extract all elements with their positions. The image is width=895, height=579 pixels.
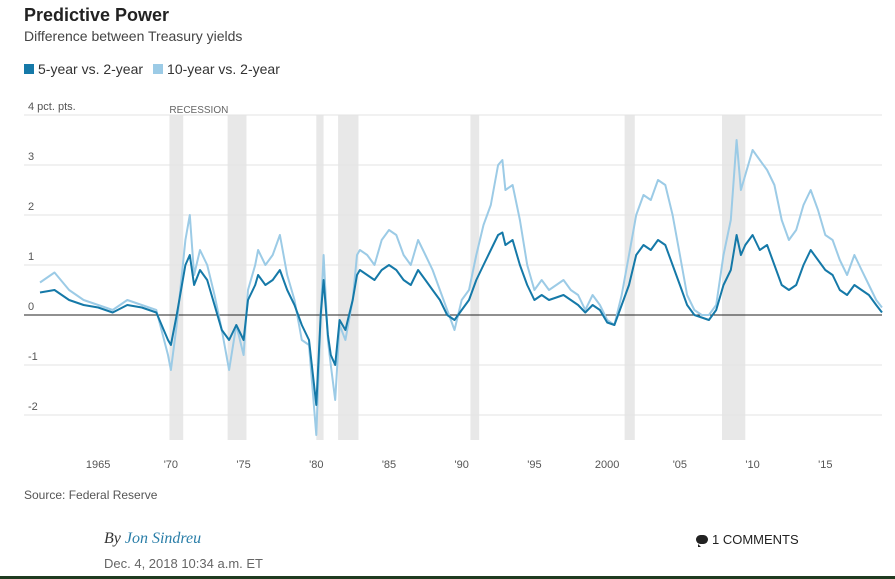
author-link[interactable]: Jon Sindreu	[124, 530, 202, 547]
axis-labels: RECESSION 4 pct. pts. 3 2 1 0 -1 -2 1965 '70 '75 '8…	[28, 101, 832, 471]
y-tick-label: -2	[28, 401, 38, 413]
legend-swatch-10yr	[153, 64, 164, 74]
y-tick-label: 1	[28, 251, 34, 263]
recession-band	[316, 115, 324, 440]
legend-label-10yr: 10-year vs. 2-year	[167, 61, 280, 77]
recession-bands	[169, 115, 746, 440]
recession-band	[624, 115, 635, 440]
y-tick-label: 4 pct. pts.	[28, 101, 76, 113]
chart-subtitle: Difference between Treasury yields	[24, 28, 243, 44]
x-tick-label: '85	[382, 459, 396, 471]
y-tick-label: -1	[28, 351, 38, 363]
x-tick-label: '15	[818, 459, 832, 471]
series-lines	[39, 139, 883, 436]
x-tick-label: '75	[236, 459, 250, 471]
byline-prefix: By	[104, 530, 121, 547]
recession-band	[338, 115, 359, 440]
y-tick-label: 2	[28, 201, 34, 213]
x-tick-label: 2000	[595, 459, 619, 471]
legend-label-5yr: 5-year vs. 2-year	[38, 61, 144, 77]
x-tick-label: 1965	[86, 459, 110, 471]
chart-title: Predictive Power	[24, 5, 170, 25]
y-tick-label: 3	[28, 151, 34, 163]
yield-spread-chart: RECESSION 4 pct. pts. 3 2 1 0 -1 -2 1965 '70 '75 '8…	[24, 101, 883, 471]
series-line-10yr	[39, 139, 883, 436]
recession-band	[227, 115, 247, 440]
chart-legend: 5-year vs. 2-year 10-year vs. 2-year	[24, 61, 280, 77]
legend-item-5yr: 5-year vs. 2-year	[24, 61, 143, 77]
x-tick-label: '80	[309, 459, 323, 471]
comment-bubble-icon	[696, 535, 708, 547]
x-tick-label: '95	[527, 459, 541, 471]
legend-swatch-5yr	[24, 64, 34, 74]
source-note: Source: Federal Reserve	[24, 488, 158, 502]
x-tick-label: '90	[455, 459, 469, 471]
publish-date: Dec. 4, 2018 10:34 a.m. ET	[104, 556, 263, 571]
y-tick-label: 0	[28, 301, 34, 313]
comments-link[interactable]: 1 COMMENTS	[696, 532, 799, 547]
comments-count: 1 COMMENTS	[712, 532, 799, 547]
byline: By Jon Sindreu	[104, 530, 201, 548]
bottom-divider	[0, 576, 895, 579]
x-tick-label: '70	[164, 459, 178, 471]
x-tick-label: '05	[673, 459, 687, 471]
x-tick-label: '10	[745, 459, 759, 471]
series-line-5yr	[39, 231, 883, 406]
recession-band	[722, 115, 746, 440]
recession-label: RECESSION	[169, 105, 228, 116]
gridlines	[24, 114, 882, 416]
legend-item-10yr: 10-year vs. 2-year	[153, 61, 280, 77]
recession-band	[470, 115, 480, 440]
